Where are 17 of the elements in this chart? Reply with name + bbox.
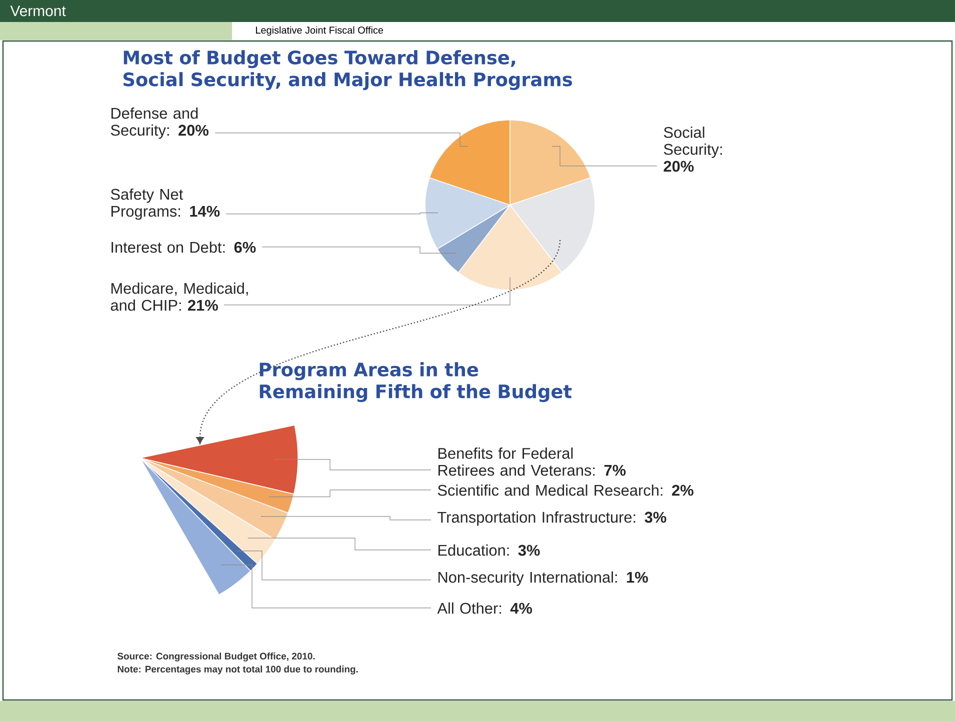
slice-label: Medicare, Medicaid, and CHIP: 21% [110,282,248,311]
slice-label: Non-security International: 1% [438,571,648,586]
chart-title: Most of Budget Goes Toward Defense, Social Security, and Major Health Programs [124,50,572,90]
chart-title: Program Areas in the Remaining Fifth of the Budget [260,362,572,402]
text: Note: Percentages may not total 100 due to rounding. [118,666,358,674]
slice-label: Interest on Debt: 6% [112,241,256,253]
slice-label: Education: 3% [438,544,540,556]
slice-label: Defense and Security: 20% [110,107,208,139]
slice-label: Social Security: 20% [664,126,722,172]
slice-label: Safety Net Programs: 14% [110,188,220,220]
slice-label: All Other: 4% [437,602,532,614]
text: Vermont [10,6,66,16]
text: Legislative Joint Fiscal Office [256,26,384,36]
slice-label: Benefits for Federal Retirees and Veterans: 7% [438,448,626,476]
slice-label: Scientific and Medical Research: 2% [438,484,694,496]
source-note: Source: Congressional Budget Office, 2010. [117,652,315,662]
slice-label: Transportation Infrastructure: 3% [438,511,666,526]
